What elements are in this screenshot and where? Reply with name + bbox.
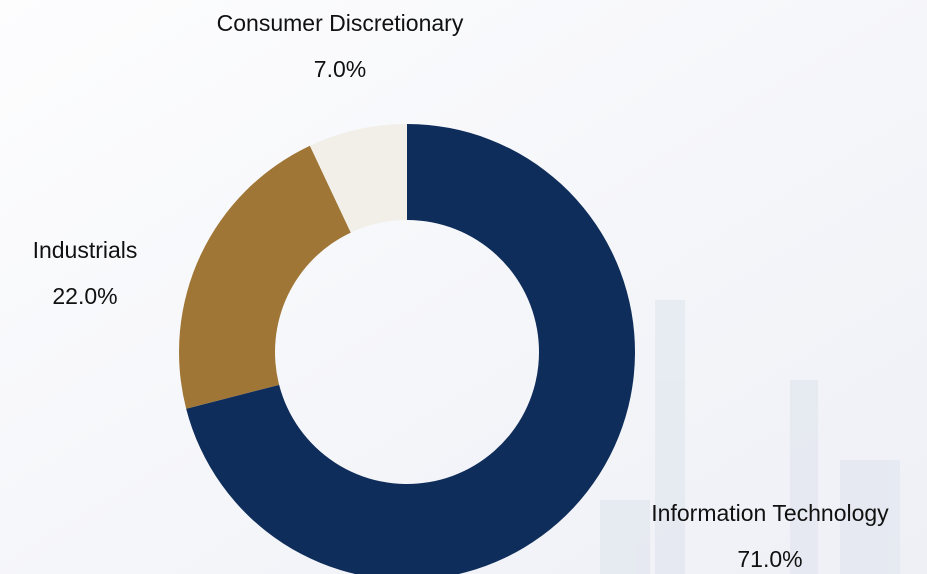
slice-value-label: 7.0% [314, 56, 366, 82]
slice-category-label: Consumer Discretionary [217, 10, 464, 36]
donut-slice [309, 124, 407, 233]
donut-slice [186, 124, 635, 574]
donut-slice [179, 145, 351, 409]
slice-category-label: Industrials [33, 237, 138, 263]
slice-category-label: Information Technology [651, 500, 889, 526]
skyline [600, 300, 900, 574]
slice-value-label: 22.0% [52, 283, 117, 309]
slice-value-label: 71.0% [737, 546, 802, 572]
